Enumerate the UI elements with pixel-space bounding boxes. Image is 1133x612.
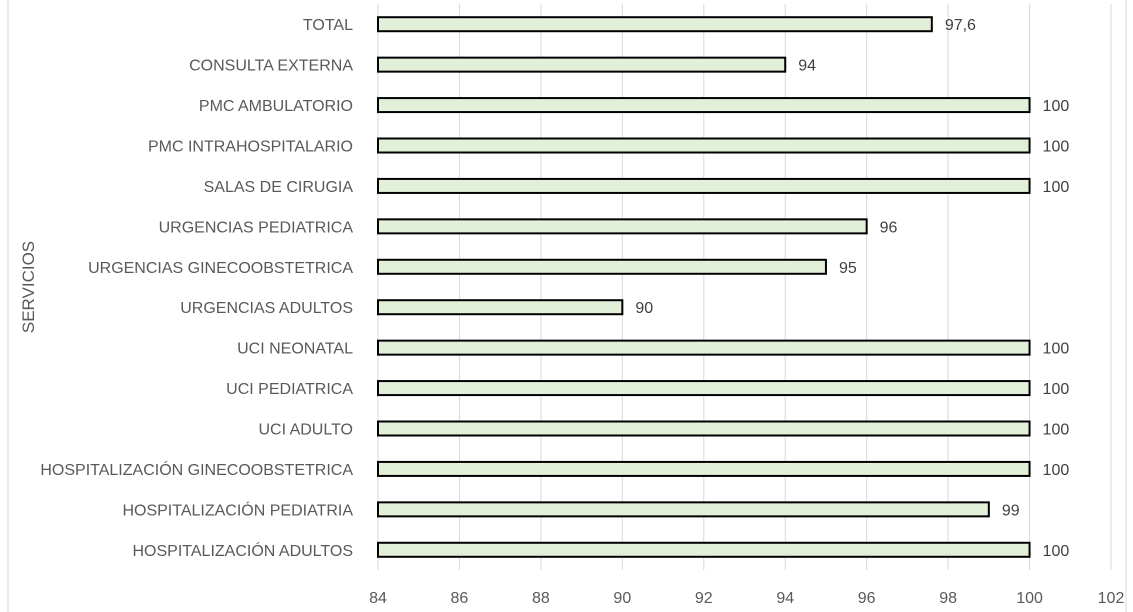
bar <box>377 299 624 316</box>
data-label: 100 <box>1043 381 1070 398</box>
category-label: HOSPITALIZACIÓN PEDIATRIA <box>122 500 353 519</box>
bar <box>377 258 827 275</box>
bar <box>377 501 990 518</box>
data-label: 95 <box>839 260 857 277</box>
bar <box>377 218 868 235</box>
bar <box>377 16 933 33</box>
category-label: TOTAL <box>303 17 353 34</box>
category-labels: TOTAL CONSULTA EXTERNA PMC AMBULATORIO PMC … <box>40 17 353 560</box>
x-tick-label: 92 <box>695 590 713 607</box>
bar <box>377 380 1031 397</box>
x-tick-label: 98 <box>939 590 957 607</box>
category-label: UCI PEDIATRICA <box>226 381 353 398</box>
bar <box>377 420 1031 437</box>
data-label: 97,6 <box>945 17 976 34</box>
category-label: PMC INTRAHOSPITALARIO <box>148 139 353 156</box>
x-tick-label: 100 <box>1016 590 1043 607</box>
x-tick-label: 86 <box>451 590 469 607</box>
bar <box>377 460 1031 477</box>
data-label: 94 <box>798 58 816 75</box>
x-tick-label: 84 <box>369 590 387 607</box>
data-label: 100 <box>1043 462 1070 479</box>
bar <box>377 339 1031 356</box>
data-label: 100 <box>1043 98 1070 115</box>
category-label: UCI ADULTO <box>258 422 353 439</box>
data-label: 100 <box>1043 139 1070 156</box>
data-label: 100 <box>1043 422 1070 439</box>
category-label: URGENCIAS PEDIATRICA <box>159 219 354 236</box>
bar <box>377 177 1031 194</box>
category-label: CONSULTA EXTERNA <box>189 58 353 75</box>
data-label: 100 <box>1043 341 1070 358</box>
x-axis-ticks: 84 86 88 90 92 94 96 98 100 102 <box>369 590 1124 607</box>
data-label: 100 <box>1043 179 1070 196</box>
x-tick-label: 88 <box>532 590 550 607</box>
x-tick-label: 96 <box>858 590 876 607</box>
bars <box>377 16 1031 558</box>
category-label: PMC AMBULATORIO <box>199 98 353 115</box>
bar <box>377 137 1031 154</box>
bar <box>377 56 787 73</box>
data-label: 100 <box>1043 543 1070 560</box>
y-axis-title: SERVICIOS <box>19 241 38 333</box>
category-label: URGENCIAS GINECOOBSTETRICA <box>88 260 353 277</box>
data-label: 90 <box>635 300 653 317</box>
data-label: 96 <box>880 219 898 236</box>
category-label: UCI NEONATAL <box>237 341 353 358</box>
data-labels: 97,6 94 100 100 100 96 95 90 100 100 100 100 99 100 <box>635 17 1069 560</box>
x-tick-label: 90 <box>613 590 631 607</box>
x-tick-label: 94 <box>776 590 794 607</box>
category-label: URGENCIAS ADULTOS <box>180 300 353 317</box>
gridlines <box>377 4 1112 570</box>
bar <box>377 541 1031 558</box>
data-label: 99 <box>1002 502 1020 519</box>
category-label: HOSPITALIZACIÓN ADULTOS <box>133 541 354 560</box>
category-label: SALAS DE CIRUGIA <box>204 179 354 196</box>
category-label: HOSPITALIZACIÓN GINECOOBSTETRICA <box>40 460 353 479</box>
x-tick-label: 102 <box>1098 590 1125 607</box>
bar <box>377 97 1031 114</box>
